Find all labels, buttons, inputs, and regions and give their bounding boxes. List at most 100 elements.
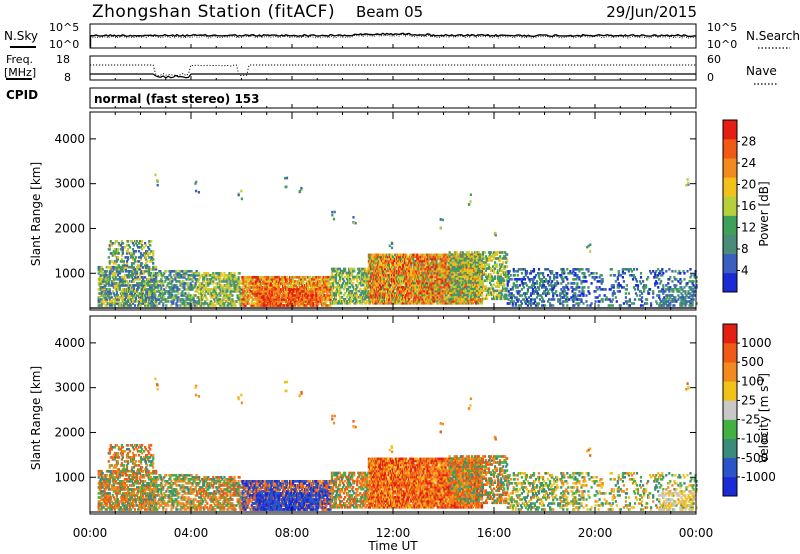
beam-label: Beam 05 (356, 3, 423, 21)
power-cell (152, 276, 155, 279)
power-cell (144, 254, 147, 257)
power-cell (143, 272, 146, 275)
power-cell (212, 282, 215, 285)
power-cell (205, 296, 208, 299)
power-cell (292, 294, 295, 297)
power-cell (353, 275, 356, 279)
power-cell (148, 242, 151, 245)
power-cell (108, 304, 111, 307)
power-cell (224, 274, 227, 277)
power-cell (184, 274, 187, 277)
power-cell (117, 264, 120, 267)
power-cell (167, 292, 170, 295)
power-cell (142, 286, 145, 289)
power-cell (164, 292, 167, 295)
power-cell (157, 296, 160, 299)
power-cell (205, 290, 208, 293)
power-cell (99, 276, 102, 279)
power-cell (122, 276, 125, 279)
power-cell (229, 282, 232, 285)
power-cell (340, 291, 343, 295)
power-cell (233, 272, 236, 275)
power-cell (176, 280, 179, 283)
power-cell (156, 272, 159, 275)
power-cell (119, 282, 122, 285)
power-cell (359, 287, 362, 291)
power-cell (233, 280, 236, 283)
power-cell (140, 304, 143, 307)
power-cell (152, 250, 155, 253)
power-cell (145, 296, 148, 299)
power-cell (116, 286, 119, 289)
power-cell (215, 300, 218, 303)
power-cell (139, 294, 142, 297)
power-cell (132, 268, 136, 271)
power-cell (211, 294, 214, 297)
power-cell (98, 304, 101, 307)
power-cell (223, 272, 226, 275)
power-cell (196, 304, 199, 307)
power-cell (168, 290, 171, 293)
power-cell (105, 300, 108, 303)
power-cell (176, 298, 179, 301)
power-cell (167, 300, 170, 303)
power-cell (175, 294, 178, 297)
power-cell (162, 294, 165, 297)
power-cell (241, 298, 244, 301)
power-cell (230, 304, 233, 307)
power-cell (122, 280, 125, 283)
power-cell (329, 281, 333, 285)
power-cell (120, 290, 123, 293)
power-cell (123, 274, 126, 277)
power-cell (221, 274, 224, 277)
power-cell (316, 290, 319, 293)
power-cell (131, 256, 135, 259)
power-cell (207, 292, 210, 295)
power-cell (226, 288, 229, 291)
power-cell (111, 276, 114, 279)
power-cell (143, 252, 146, 255)
power-cell (229, 286, 232, 289)
power-cell (118, 276, 121, 279)
power-cell (127, 244, 131, 247)
power-cell (98, 268, 101, 271)
power-cell (191, 302, 194, 305)
power-cell (129, 274, 133, 277)
power-cell (178, 270, 181, 273)
power-cell (351, 289, 354, 293)
power-cell (165, 304, 168, 307)
power-cell (203, 284, 206, 287)
power-cell (158, 298, 161, 301)
power-cell (99, 274, 102, 277)
power-cell (205, 272, 208, 275)
power-cell (146, 290, 149, 293)
power-cell (166, 284, 169, 287)
power-cell (132, 288, 136, 291)
power-cell (143, 284, 146, 287)
power-cell (165, 270, 168, 273)
power-cell (216, 302, 219, 305)
power-cell (244, 286, 247, 289)
power-cell (197, 280, 200, 283)
power-cell (97, 302, 100, 305)
power-cell (146, 250, 149, 253)
power-cell (151, 294, 154, 297)
power-cell (157, 286, 160, 289)
power-cell (183, 288, 186, 291)
power-cell (115, 302, 118, 305)
power-cell (142, 292, 145, 295)
power-cell (108, 296, 111, 299)
power-cell (254, 288, 257, 291)
power-cell (98, 296, 101, 299)
power-cell (256, 302, 259, 305)
power-cell (103, 288, 106, 291)
power-cell (140, 258, 143, 261)
power-cell (231, 302, 234, 305)
power-cell (176, 274, 179, 277)
power-cell (123, 298, 126, 301)
power-cell (150, 258, 153, 261)
power-cell (161, 298, 164, 301)
power-cell (185, 300, 188, 303)
power-cell (125, 262, 129, 265)
power-cell (121, 264, 124, 267)
